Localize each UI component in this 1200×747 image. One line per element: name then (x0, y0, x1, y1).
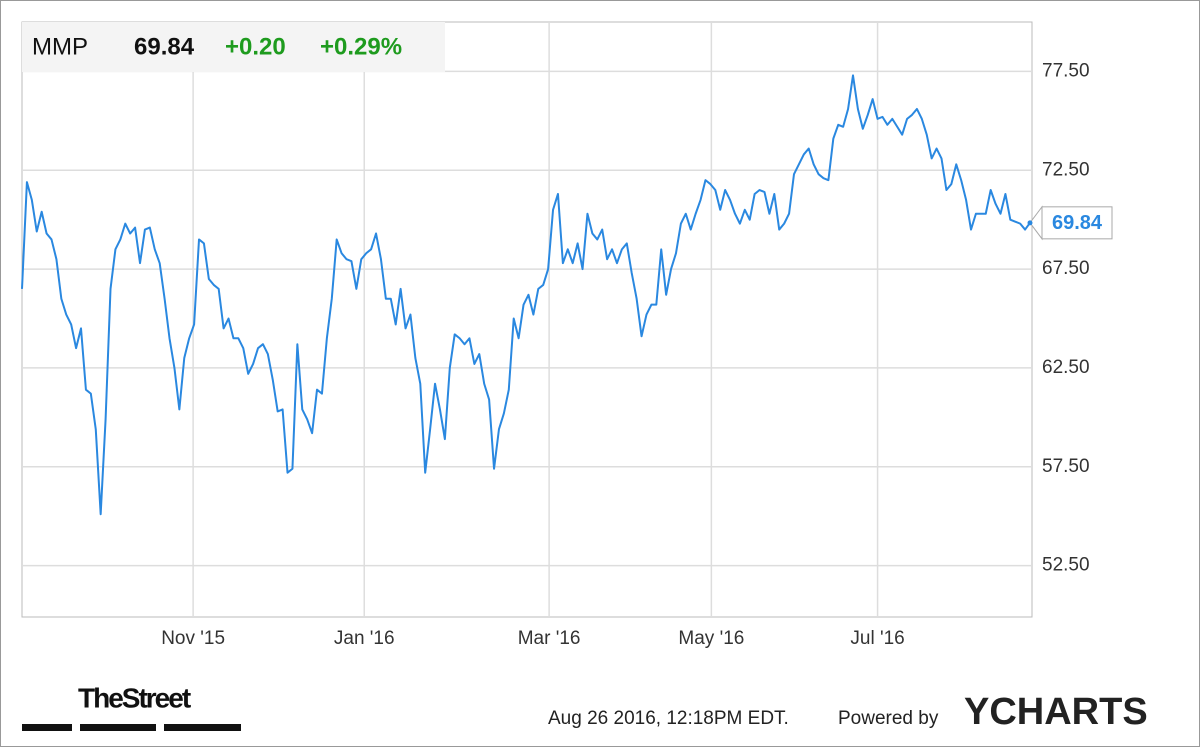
last-value-label: 69.84 (1052, 212, 1103, 234)
brand-logo: YCHARTS (964, 691, 1148, 733)
last-value-dot (1027, 220, 1033, 226)
y-tick-label: 67.50 (1042, 258, 1090, 279)
partner-logo: TheStreet (78, 682, 191, 713)
ticker: MMP (32, 33, 88, 60)
y-tick-label: 52.50 (1042, 555, 1090, 576)
timestamp: Aug 26 2016, 12:18PM EDT. (548, 708, 789, 729)
y-tick-label: 57.50 (1042, 456, 1090, 477)
x-tick-label: May '16 (678, 628, 744, 649)
logo-bar (80, 724, 156, 731)
grid (22, 22, 1032, 617)
x-tick-label: Jan '16 (334, 628, 395, 649)
powered-by: Powered by (838, 708, 939, 729)
x-tick-label: Nov '15 (161, 628, 225, 649)
y-tick-label: 77.50 (1042, 60, 1090, 81)
plot-area (21, 21, 1033, 618)
y-tick-label: 62.50 (1042, 357, 1090, 378)
price-line (21, 74, 1031, 516)
x-tick-label: Jul '16 (850, 628, 904, 649)
logo-bar (22, 724, 72, 731)
plot: 52.50 57.50 62.50 67.50 72.50 77.50 Nov '15 Jan… (21, 60, 1113, 649)
header-box (22, 22, 445, 72)
change-pct: +0.29% (320, 33, 402, 60)
last-value-box (1041, 206, 1113, 240)
change: +0.20 (225, 33, 286, 60)
price: 69.84 (134, 33, 195, 60)
logo-bar (164, 724, 241, 731)
x-tick-label: Mar '16 (518, 628, 581, 649)
y-tick-label: 72.50 (1042, 159, 1090, 180)
